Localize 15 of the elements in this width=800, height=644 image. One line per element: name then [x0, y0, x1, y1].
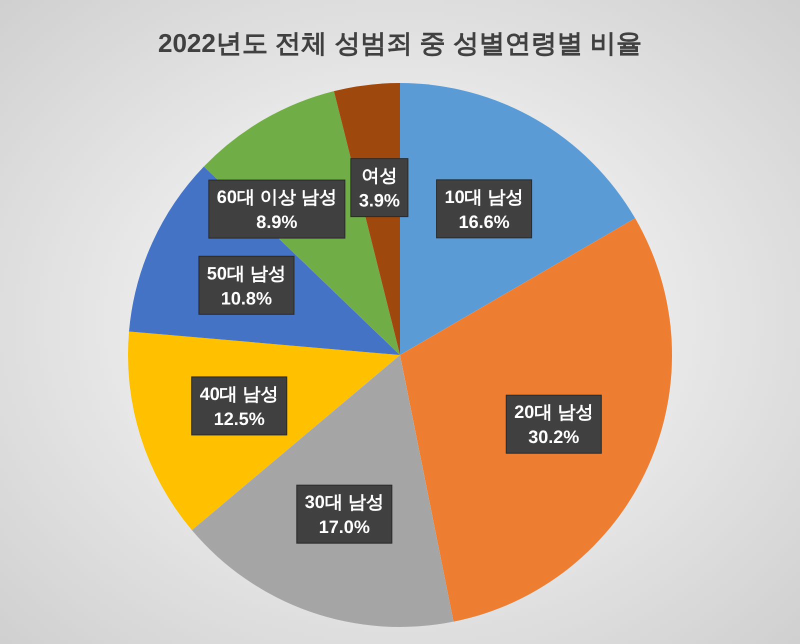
slice-label: 여성	[361, 166, 398, 186]
data-label: 10.8%	[220, 288, 272, 308]
slice-label: 50대 남성	[206, 263, 286, 284]
data-label: 8.9%	[256, 212, 298, 232]
slice-label: 20대 남성	[514, 402, 594, 422]
chart-title: 2022년도 전체 성범죄 중 성별연령별 비율	[158, 28, 642, 58]
slice-label: 10대 남성	[444, 186, 524, 207]
data-label: 3.9%	[358, 190, 400, 211]
data-label: 12.5%	[214, 408, 265, 429]
slice-label: 40대 남성	[200, 384, 279, 404]
slice-label: 30대 남성	[304, 492, 384, 512]
data-label: 17.0%	[318, 517, 370, 538]
data-label: 16.6%	[458, 212, 510, 232]
data-label: 30.2%	[528, 427, 580, 448]
slice-label: 60대 이상 남성	[216, 187, 337, 208]
